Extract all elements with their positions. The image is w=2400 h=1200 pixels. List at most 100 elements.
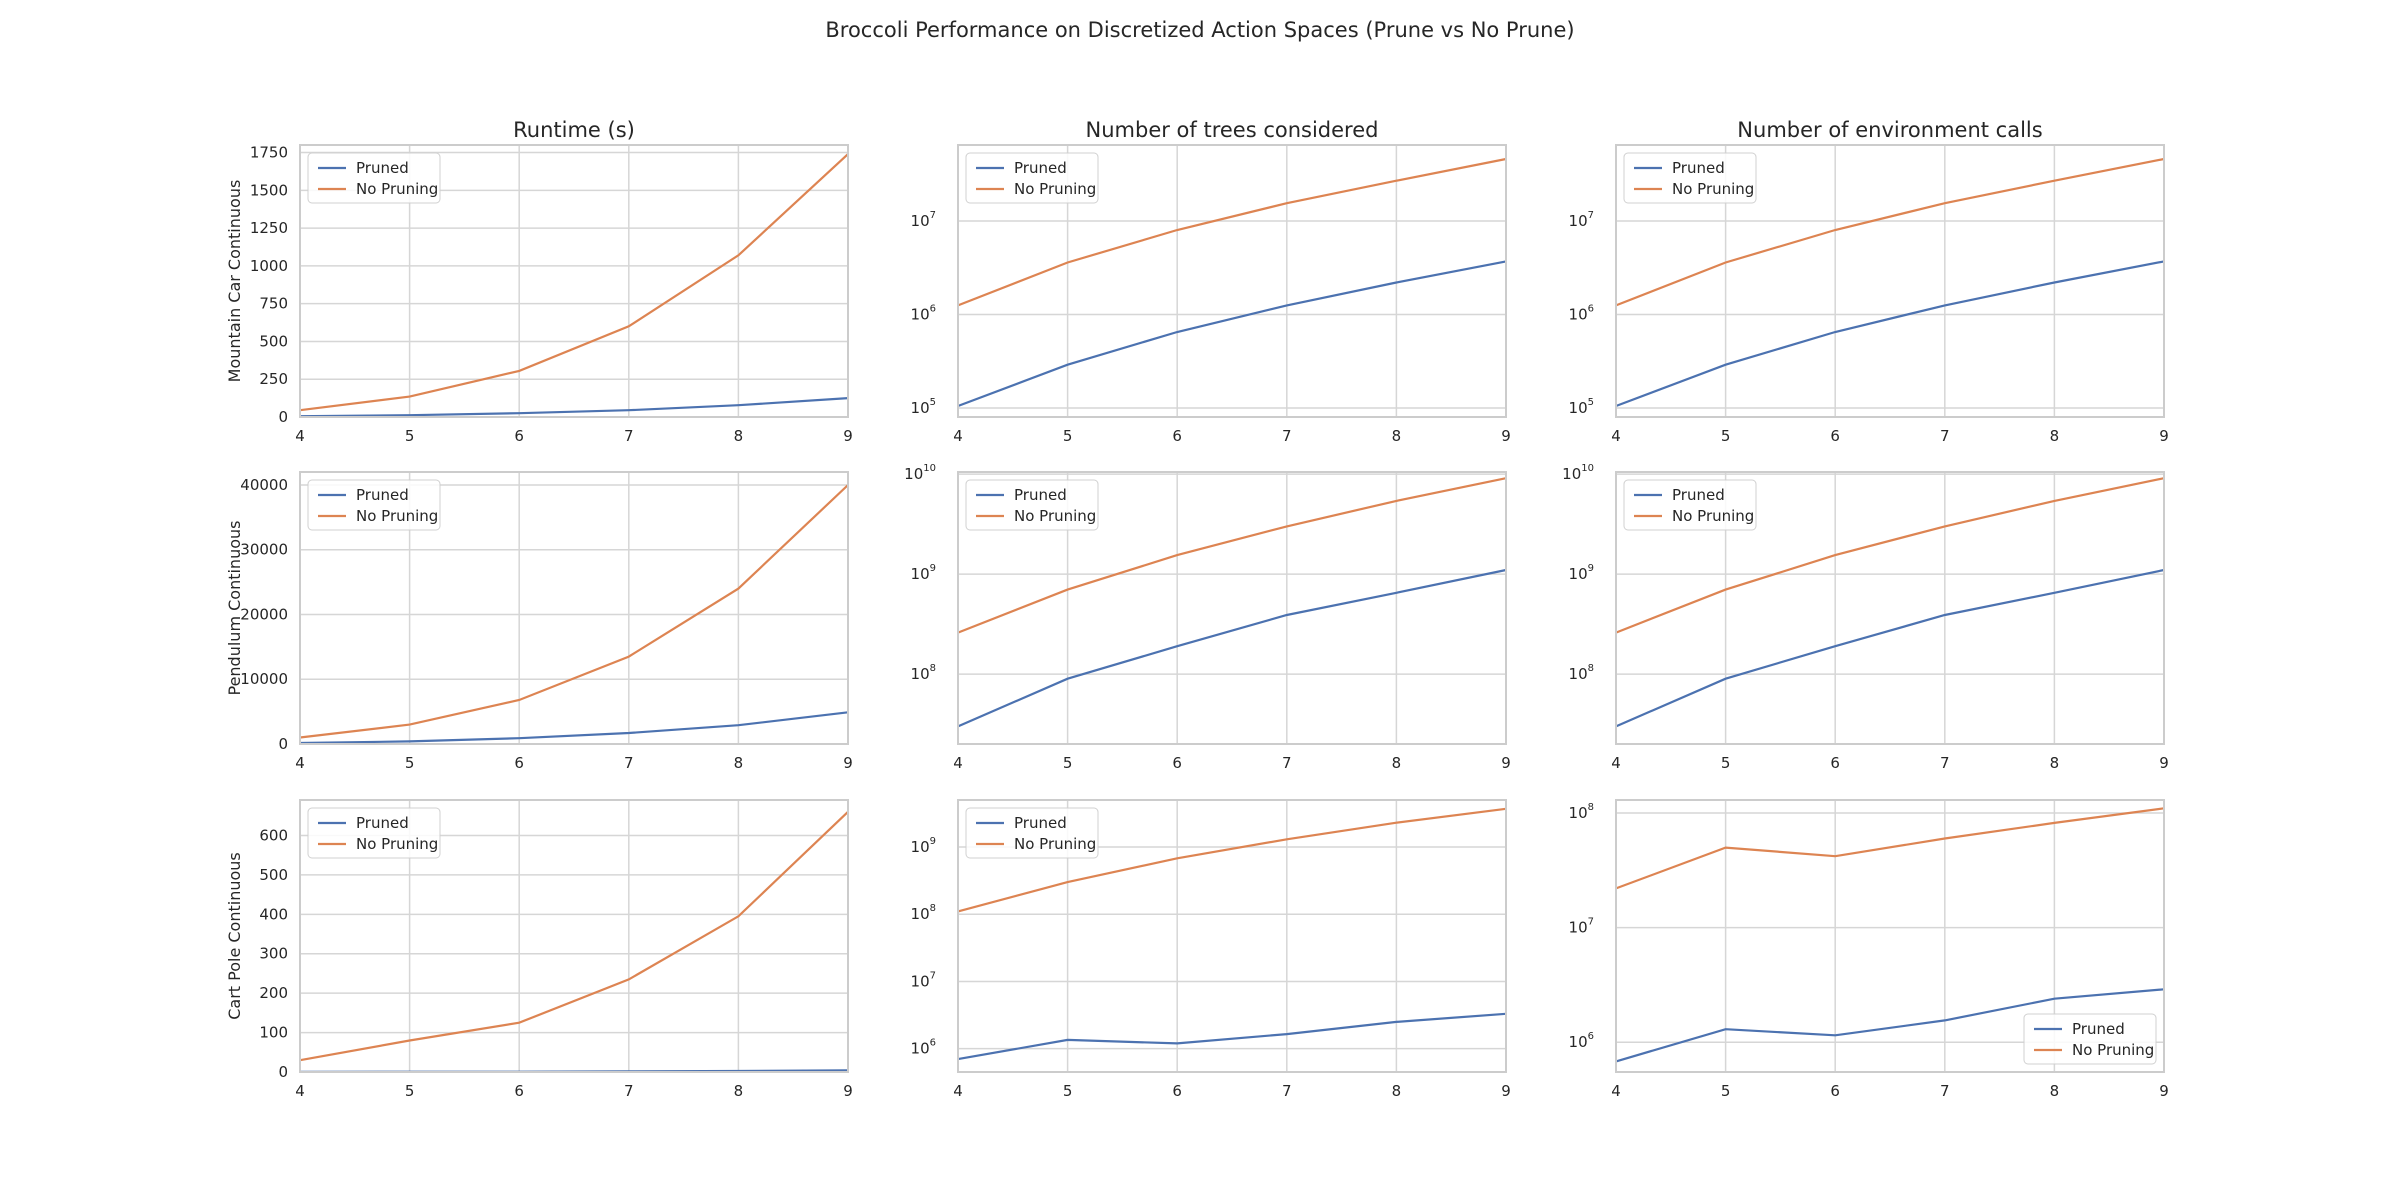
x-tick-label: 5 <box>405 754 415 772</box>
series-line-no-pruning <box>957 157 1507 307</box>
subplot-r1-c0: 4 5 6 7 8 9 0 10000 20000 30000 40000 Pendulum Cont… <box>225 471 853 772</box>
y-tick-label: 100 <box>259 1024 288 1042</box>
x-tick-label: 6 <box>1172 1082 1182 1100</box>
y-tick-label: 108 <box>1569 663 1594 683</box>
y-axis-label: Mountain Car Continuous <box>225 180 244 383</box>
legend: Pruned No Pruning <box>1623 152 1757 204</box>
y-tick-label: 107 <box>1569 210 1594 230</box>
legend: Pruned No Pruning <box>1623 479 1757 531</box>
axes-frame <box>957 144 1507 418</box>
x-tick-label: 5 <box>1063 754 1073 772</box>
y-tick-label: 108 <box>1569 802 1594 822</box>
legend-label: Pruned <box>356 814 409 832</box>
y-tick-label: 105 <box>1569 397 1594 417</box>
y-tick-label: 750 <box>259 295 288 313</box>
legend-label: Pruned <box>356 486 409 504</box>
x-tick-label: 7 <box>1940 427 1950 445</box>
y-axis-label: Cart Pole Continuous <box>225 852 244 1020</box>
legend-label: No Pruning <box>2072 1041 2154 1059</box>
legend-label: Pruned <box>2072 1020 2125 1038</box>
subplot-r2-c0: 4 5 6 7 8 9 0 100 200 300 400 500 600 Cart Pole Conti… <box>225 799 853 1100</box>
series-line-pruned <box>299 711 849 745</box>
series-line-no-pruning <box>1615 477 2165 634</box>
x-tick-label: 7 <box>1940 754 1950 772</box>
y-tick-label: 107 <box>911 210 936 230</box>
x-tick-label: 9 <box>1501 427 1511 445</box>
legend-label: No Pruning <box>1014 180 1096 198</box>
y-tick-label: 106 <box>911 303 936 323</box>
y-tick-label: 40000 <box>240 476 288 494</box>
y-axis-label: Pendulum Continuous <box>225 521 244 696</box>
x-tick-label: 9 <box>843 427 853 445</box>
series-line-no-pruning <box>1615 157 2165 307</box>
y-tick-label: 600 <box>259 826 288 844</box>
subplot-title: Number of trees considered <box>1086 118 1379 142</box>
y-tick-label: 108 <box>911 663 936 683</box>
series-line-no-pruning <box>299 153 849 412</box>
x-tick-label: 4 <box>953 754 963 772</box>
x-tick-label: 5 <box>1721 1082 1731 1100</box>
y-tick-label: 1010 <box>904 463 936 483</box>
legend-label: No Pruning <box>356 835 438 853</box>
axes-frame <box>299 799 849 1073</box>
legend: Pruned No Pruning <box>965 479 1099 531</box>
legend-label: No Pruning <box>1014 835 1096 853</box>
x-tick-label: 9 <box>843 1082 853 1100</box>
legend-box <box>1623 479 1757 531</box>
y-tick-label: 106 <box>1569 1031 1594 1051</box>
subplot-title: Number of environment calls <box>1737 118 2042 142</box>
x-tick-label: 8 <box>2050 754 2060 772</box>
legend-label: No Pruning <box>356 507 438 525</box>
x-tick-label: 4 <box>295 754 305 772</box>
x-tick-label: 8 <box>2050 1082 2060 1100</box>
legend-label: Pruned <box>1672 159 1725 177</box>
x-tick-label: 5 <box>1063 1082 1073 1100</box>
x-tick-label: 4 <box>953 427 963 445</box>
axes-frame <box>957 471 1507 745</box>
legend-box <box>965 807 1099 859</box>
x-tick-label: 4 <box>1611 754 1621 772</box>
legend-label: No Pruning <box>356 180 438 198</box>
axes-frame <box>1615 799 2165 1073</box>
y-tick-label: 1250 <box>250 219 288 237</box>
x-tick-label: 6 <box>1830 1082 1840 1100</box>
x-tick-label: 9 <box>843 754 853 772</box>
legend: Pruned No Pruning <box>307 807 441 859</box>
figure-title: Broccoli Performance on Discretized Acti… <box>825 18 1575 42</box>
legend: Pruned No Pruning <box>965 152 1099 204</box>
x-tick-label: 7 <box>1282 1082 1292 1100</box>
x-tick-label: 9 <box>1501 754 1511 772</box>
legend-box <box>965 479 1099 531</box>
legend-label: No Pruning <box>1672 180 1754 198</box>
legend-label: Pruned <box>1014 814 1067 832</box>
legend-label: Pruned <box>1672 486 1725 504</box>
y-tick-label: 10000 <box>240 670 288 688</box>
legend-box <box>307 807 441 859</box>
x-tick-label: 4 <box>295 1082 305 1100</box>
y-tick-label: 107 <box>1569 917 1594 937</box>
y-tick-label: 109 <box>911 563 936 583</box>
x-tick-label: 9 <box>2159 754 2169 772</box>
x-tick-label: 7 <box>624 754 634 772</box>
y-tick-label: 1500 <box>250 181 288 199</box>
y-tick-label: 0 <box>278 408 288 426</box>
series-line-no-pruning <box>299 484 849 739</box>
legend-label: Pruned <box>1014 486 1067 504</box>
subplot-r2-c1: 4 5 6 7 8 9 106 107 108 109 Pruned No Pruning <box>911 799 1511 1100</box>
x-tick-label: 9 <box>1501 1082 1511 1100</box>
x-tick-label: 7 <box>1282 754 1292 772</box>
subplot-r0-c2: 4 5 6 7 8 9 105 106 107 Number of environment cal… <box>1569 118 2169 445</box>
x-tick-label: 7 <box>624 427 634 445</box>
x-tick-label: 9 <box>2159 427 2169 445</box>
x-tick-label: 5 <box>1721 427 1731 445</box>
series-line-no-pruning <box>299 811 849 1062</box>
legend-label: Pruned <box>1014 159 1067 177</box>
x-tick-label: 9 <box>2159 1082 2169 1100</box>
y-tick-label: 1010 <box>1562 463 1594 483</box>
y-tick-label: 500 <box>259 332 288 350</box>
axes-frame <box>299 471 849 745</box>
legend-label: Pruned <box>356 159 409 177</box>
subplot-title: Runtime (s) <box>513 118 635 142</box>
subplot-r0-c1: 4 5 6 7 8 9 105 106 107 Number of trees considere… <box>911 118 1511 445</box>
